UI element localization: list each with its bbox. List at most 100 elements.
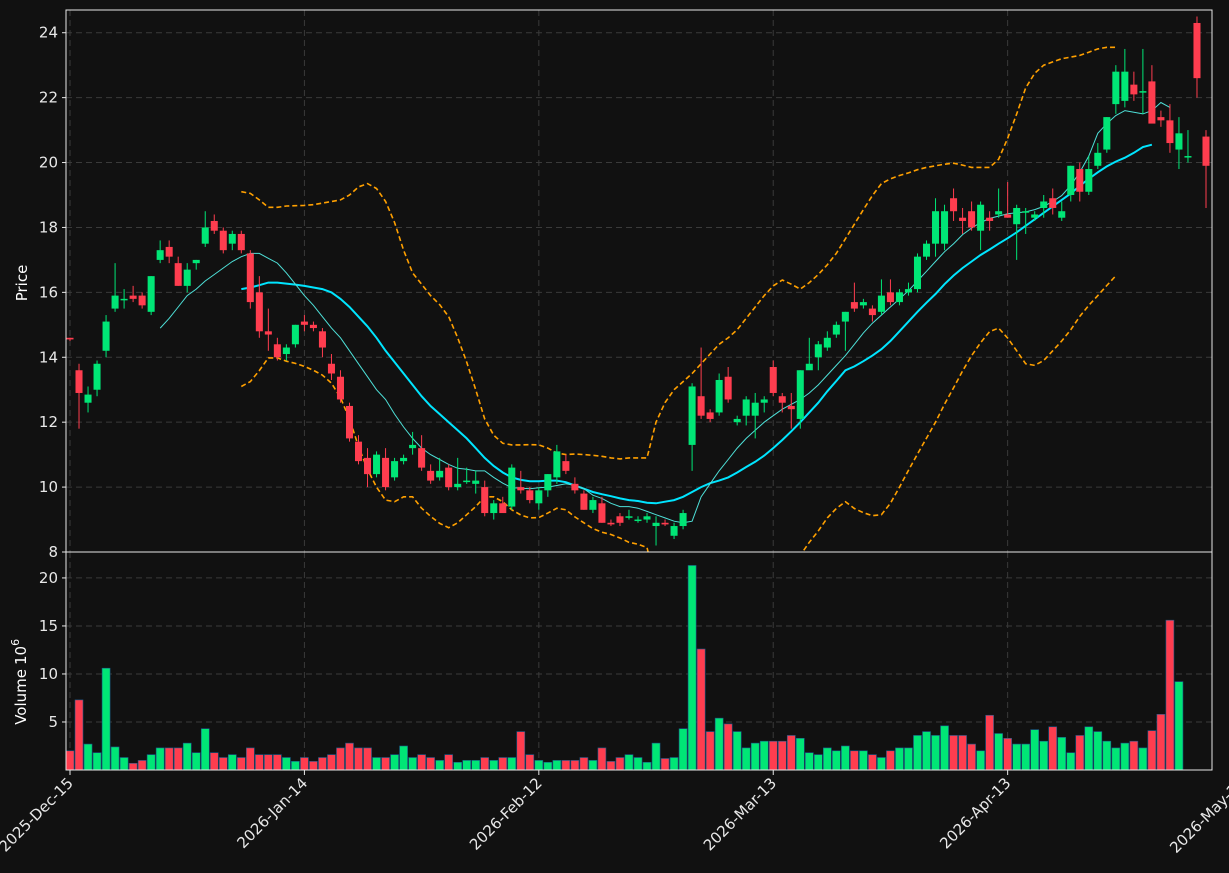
- volume-bar: [543, 762, 553, 771]
- volume-panel-frame: [65, 551, 1213, 771]
- candle-body: [327, 363, 335, 374]
- volume-bar: [841, 745, 850, 771]
- volume-bar: [354, 747, 363, 771]
- volume-bar: [435, 760, 444, 771]
- candle-body: [742, 399, 750, 416]
- volume-bar: [128, 762, 138, 771]
- candle-body: [634, 519, 642, 522]
- price-tick-label: 24: [39, 24, 58, 42]
- volume-bar: [660, 758, 670, 771]
- candlesticks: [66, 16, 1210, 546]
- candle-body: [1193, 22, 1201, 79]
- volume-axis-label: Volume: [12, 669, 30, 725]
- candle-body: [309, 324, 317, 329]
- volume-bar: [579, 757, 589, 771]
- candle-body: [75, 370, 83, 393]
- volume-bar: [173, 747, 183, 771]
- candle-body: [724, 376, 732, 400]
- candle-body: [977, 204, 985, 231]
- volume-tick-label: 20: [39, 569, 58, 587]
- volume-bar: [1093, 731, 1103, 771]
- candle-body: [129, 295, 137, 299]
- candle-body: [625, 516, 633, 518]
- candle-body: [733, 418, 741, 423]
- upper-band-line: [241, 46, 1116, 460]
- volume-bar: [696, 648, 706, 771]
- volume-tick-label: 5: [48, 713, 58, 731]
- volume-bar: [949, 735, 958, 771]
- candle-body: [517, 487, 525, 491]
- candle-body: [400, 457, 408, 462]
- volume-bar: [227, 754, 237, 771]
- candle-body: [868, 308, 876, 316]
- candle-body: [237, 233, 245, 251]
- candle-body: [959, 217, 967, 221]
- volume-bar: [101, 667, 111, 771]
- candle-body: [382, 457, 390, 488]
- candle-body: [1121, 71, 1129, 101]
- volume-bar: [633, 757, 643, 771]
- price-tick-label: 22: [39, 89, 58, 107]
- volume-bar: [119, 757, 129, 771]
- candle-body: [553, 451, 561, 478]
- candle-body: [652, 522, 660, 527]
- candle-body: [814, 344, 822, 358]
- candle-body: [841, 311, 849, 322]
- candle-body: [255, 292, 263, 332]
- volume-bar: [651, 742, 661, 771]
- volume-bar: [561, 760, 571, 771]
- candle-body: [715, 379, 723, 413]
- volume-bar: [390, 754, 399, 771]
- volume-bar: [327, 754, 336, 771]
- candle-body: [264, 331, 272, 335]
- volume-bar: [759, 740, 769, 771]
- candle-body: [1148, 81, 1156, 124]
- candle-body: [895, 292, 903, 303]
- candle-body: [589, 500, 597, 510]
- candle-body: [427, 470, 435, 481]
- volume-bar: [705, 731, 715, 771]
- candle-body: [246, 253, 254, 303]
- volume-bar: [345, 742, 354, 771]
- volume-bar: [669, 757, 679, 771]
- candle-body: [345, 405, 354, 439]
- volume-bar: [1165, 619, 1175, 771]
- candle-body: [544, 474, 552, 491]
- volume-bar: [832, 750, 841, 771]
- volume-bar: [1021, 743, 1030, 771]
- candle-body: [778, 396, 786, 403]
- candle-body: [1112, 71, 1120, 105]
- volume-bar: [444, 754, 453, 771]
- candle-body: [165, 246, 173, 257]
- candle-body: [463, 480, 471, 483]
- volume-bar: [137, 760, 147, 771]
- lower-band-line: [240, 275, 1117, 552]
- volume-bar: [904, 747, 913, 771]
- price-grid: [66, 10, 1212, 553]
- volume-bar: [236, 757, 246, 771]
- candle-body: [751, 402, 759, 416]
- volume-grid: [66, 552, 1212, 770]
- volume-bar: [1102, 740, 1112, 771]
- candle-body: [291, 324, 299, 345]
- volume-bar: [471, 760, 481, 771]
- volume-bar: [426, 757, 435, 771]
- volume-bar: [868, 754, 877, 771]
- candle-body: [562, 461, 570, 471]
- candle-body: [490, 503, 498, 514]
- candle-body: [688, 386, 696, 445]
- volume-bar: [913, 735, 922, 771]
- volume-bar: [823, 747, 832, 771]
- candle-body: [1184, 156, 1192, 158]
- candle-body: [1031, 214, 1039, 218]
- candle-body: [697, 396, 705, 416]
- price-tick-label: 16: [39, 283, 58, 301]
- volume-bar: [246, 747, 255, 771]
- candle-body: [932, 211, 940, 244]
- volume-bar: [750, 742, 760, 771]
- candle-body: [508, 467, 516, 507]
- candle-body: [147, 276, 155, 312]
- candle-body: [526, 490, 534, 501]
- volume-bar: [534, 760, 544, 771]
- candle-body: [607, 522, 615, 525]
